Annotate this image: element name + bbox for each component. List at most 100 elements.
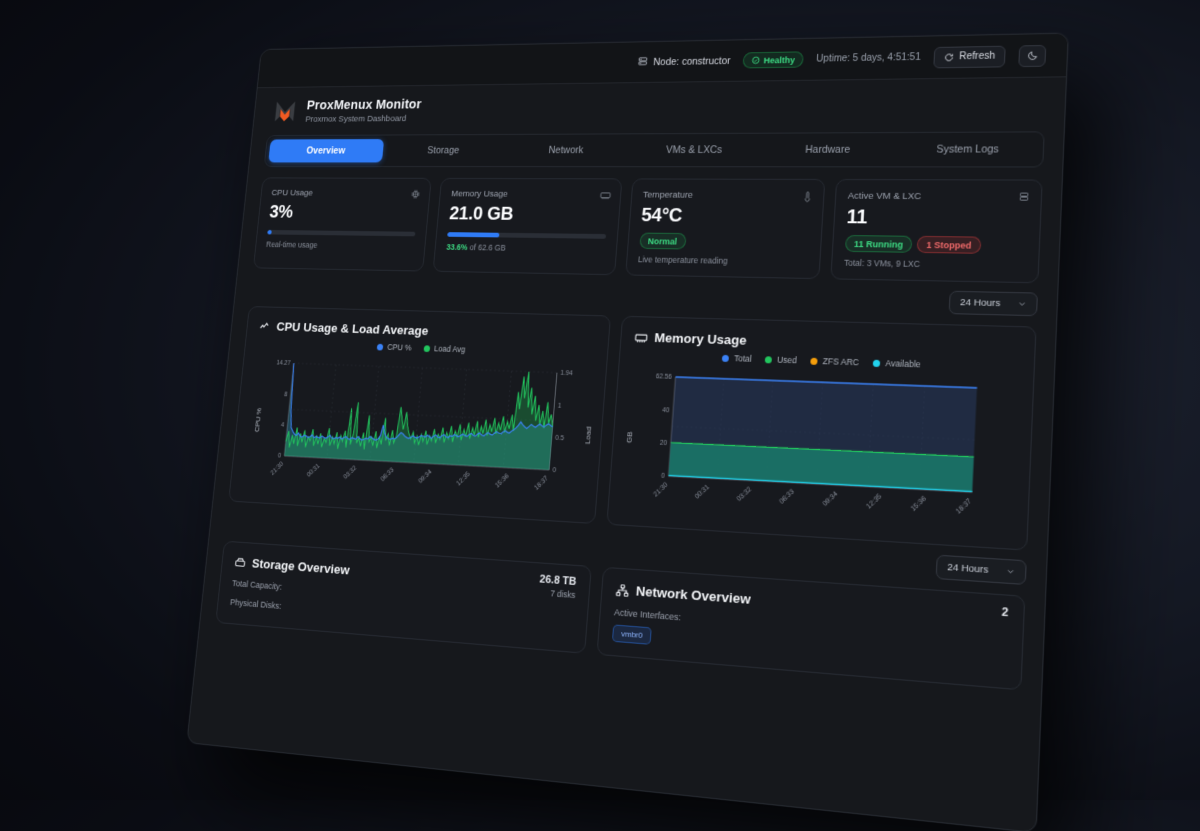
legend-dot-cpu	[377, 343, 384, 350]
memory-stick-icon	[599, 189, 611, 206]
tab-overview[interactable]: Overview	[268, 139, 384, 162]
svg-text:09:34: 09:34	[822, 490, 840, 508]
memory-card-sub: 33.6% of 62.6 GB	[446, 242, 605, 254]
svg-text:0: 0	[552, 467, 556, 474]
page-subtitle: Proxmox System Dashboard	[305, 113, 421, 124]
svg-text:00:31: 00:31	[694, 483, 711, 501]
svg-text:4: 4	[281, 422, 285, 429]
svg-text:21:30: 21:30	[652, 481, 669, 498]
svg-text:20: 20	[660, 440, 668, 448]
cpu-chip-icon	[410, 188, 422, 204]
temperature-status-badge: Normal	[639, 233, 686, 250]
moon-icon	[1026, 50, 1038, 61]
svg-text:14.27: 14.27	[276, 360, 291, 367]
memory-usage-card: Memory Usage 21.0 GB 33.6% of 62.6 GB	[433, 178, 622, 275]
legend-dot-load	[423, 345, 430, 352]
page-title: ProxMenux Monitor	[306, 97, 422, 112]
time-range-select-top[interactable]: 24 Hours	[949, 291, 1038, 316]
legend-dot-zfs	[811, 357, 818, 364]
memory-chart-ylabel: GB	[625, 431, 634, 443]
tab-hardware[interactable]: Hardware	[760, 137, 896, 162]
theme-toggle-button[interactable]	[1018, 44, 1046, 66]
temperature-card-value: 54°C	[641, 205, 811, 229]
time-range-value-top: 24 Hours	[960, 297, 1001, 309]
legend-cpu: CPU %	[377, 342, 412, 352]
temperature-card-sub: Live temperature reading	[638, 255, 808, 267]
health-badge-label: Healthy	[763, 55, 795, 65]
legend-load: Load Avg	[423, 343, 466, 354]
legend-total: Total	[722, 353, 752, 364]
main-tabs[interactable]: Overview Storage Network VMs & LXCs Hard…	[264, 131, 1045, 167]
chevron-down-icon	[1005, 566, 1015, 576]
tab-system-logs[interactable]: System Logs	[897, 136, 1039, 162]
svg-text:1.94: 1.94	[560, 370, 573, 378]
stat-cards: CPU Usage 3% Real-time usage Memory Usag…	[238, 167, 1062, 284]
node-indicator: Node: constructor	[637, 54, 731, 69]
svg-text:06:33: 06:33	[380, 466, 396, 483]
storage-title: Storage Overview	[251, 556, 350, 577]
temperature-card: Temperature 54°C Normal Live temperature…	[625, 178, 825, 279]
svg-text:06:33: 06:33	[778, 488, 796, 506]
hard-drive-icon	[234, 555, 247, 569]
network-nodes-icon	[615, 582, 629, 597]
memory-chart-title: Memory Usage	[654, 330, 747, 347]
network-count: 2	[1001, 606, 1008, 619]
svg-text:8: 8	[284, 391, 288, 398]
thermometer-icon	[801, 190, 814, 208]
legend-dot-used	[765, 356, 772, 363]
svg-text:03:32: 03:32	[343, 464, 358, 481]
svg-text:15:36: 15:36	[910, 495, 928, 513]
tab-vms-lxcs[interactable]: VMs & LXCs	[629, 138, 760, 163]
check-circle-icon	[751, 56, 760, 65]
network-title: Network Overview	[635, 583, 751, 607]
svg-text:0: 0	[278, 453, 282, 460]
svg-text:03:32: 03:32	[736, 485, 753, 503]
storage-capacity: 26.8 TB	[539, 573, 577, 588]
cpu-card-title: CPU Usage	[271, 188, 420, 199]
server-stack-icon	[1017, 191, 1030, 209]
cpu-chart-y2label: Load	[584, 427, 594, 445]
legend-dot-total	[722, 354, 729, 361]
health-badge: Healthy	[742, 51, 804, 68]
svg-text:21:30: 21:30	[270, 460, 285, 476]
storage-disks: 7 disks	[538, 587, 575, 600]
svg-text:40: 40	[662, 407, 670, 415]
legend-label-zfs: ZFS ARC	[822, 356, 859, 367]
svg-text:18:37: 18:37	[955, 497, 974, 515]
legend-label-available: Available	[885, 358, 921, 369]
tab-network[interactable]: Network	[504, 138, 629, 162]
svg-text:15:36: 15:36	[494, 472, 510, 489]
legend-label-used: Used	[777, 355, 797, 366]
memory-card-value: 21.0 GB	[448, 204, 608, 227]
temperature-card-title: Temperature	[643, 190, 812, 202]
network-interface-chip[interactable]: vmbr0	[612, 624, 652, 644]
tab-storage[interactable]: Storage	[384, 139, 504, 163]
svg-text:12:35: 12:35	[456, 470, 472, 487]
svg-text:0.5: 0.5	[555, 435, 565, 443]
screen-background: Node: constructor Healthy Uptime: 5 days…	[0, 0, 1200, 800]
cpu-card-value: 3%	[268, 202, 418, 224]
storage-overview-panel: 26.8 TB 7 disks Storage Overview Total C…	[215, 541, 591, 654]
legend-zfs-arc: ZFS ARC	[810, 356, 859, 368]
cpu-load-chart-panel: CPU Usage & Load Average CPU % Load Avg …	[228, 306, 611, 524]
node-label: Node: constructor	[653, 55, 731, 68]
legend-used: Used	[765, 354, 797, 365]
refresh-button[interactable]: Refresh	[933, 45, 1006, 68]
memory-card-title: Memory Usage	[451, 189, 609, 200]
cpu-progress-bar	[267, 230, 415, 236]
vm-card-value: 11	[846, 206, 1028, 231]
trending-up-icon	[259, 320, 272, 333]
memory-stick-icon	[634, 330, 648, 344]
temperature-badges: Normal	[639, 233, 809, 252]
vm-stopped-badge: 1 Stopped	[917, 236, 981, 254]
refresh-icon	[944, 52, 955, 62]
memory-total: of 62.6 GB	[467, 243, 506, 253]
network-overview-panel: 2 Network Overview Active Interfaces: vm…	[597, 567, 1026, 691]
storage-summary: 26.8 TB 7 disks	[538, 573, 577, 600]
refresh-label: Refresh	[959, 51, 995, 62]
svg-text:09:34: 09:34	[417, 468, 433, 485]
vm-card-title: Active VM & LXC	[848, 191, 1029, 203]
legend-label-total: Total	[734, 353, 752, 363]
